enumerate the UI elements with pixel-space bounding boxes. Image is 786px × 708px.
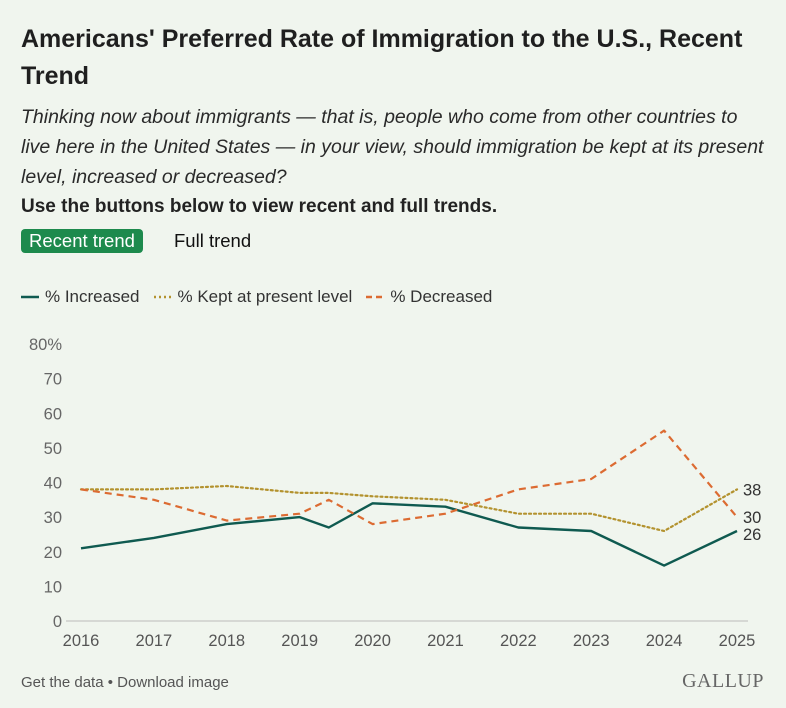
legend-swatch-decreased bbox=[366, 295, 385, 299]
y-tick-label: 60 bbox=[44, 405, 62, 423]
y-tick-label: 30 bbox=[44, 509, 62, 527]
x-tick-label: 2022 bbox=[500, 632, 537, 650]
download-image-link[interactable]: Download image bbox=[117, 674, 229, 691]
x-tick-label: 2019 bbox=[281, 632, 318, 650]
legend-label-increased: % Increased bbox=[45, 287, 140, 306]
instruction-text: Use the buttons below to view recent and… bbox=[21, 196, 498, 217]
recent-trend-button[interactable]: Recent trend bbox=[21, 229, 143, 253]
x-tick-label: 2023 bbox=[573, 632, 610, 650]
x-tick-label: 2021 bbox=[427, 632, 464, 650]
series-line-kept bbox=[79, 484, 739, 533]
end-label-kept: 38 bbox=[743, 481, 761, 499]
y-tick-label: 10 bbox=[44, 578, 62, 596]
legend-item-kept: % Kept at present level bbox=[153, 287, 353, 307]
chart-legend: % Increased % Kept at present level % De… bbox=[21, 286, 506, 308]
get-data-link[interactable]: Get the data bbox=[21, 674, 104, 691]
question-text: Thinking now about immigrants — that is,… bbox=[21, 106, 764, 188]
x-tick-label: 2025 bbox=[719, 632, 756, 650]
legend-label-kept: % Kept at present level bbox=[177, 287, 353, 306]
y-tick-label: 0 bbox=[53, 613, 62, 631]
footer-separator: • bbox=[103, 674, 118, 691]
legend-item-decreased: % Decreased bbox=[366, 287, 492, 307]
x-tick-label: 2020 bbox=[354, 632, 391, 650]
y-tick-label: 40 bbox=[44, 475, 62, 493]
y-tick-label: 20 bbox=[44, 544, 62, 562]
x-tick-label: 2024 bbox=[646, 632, 683, 650]
series-line-decreased bbox=[80, 429, 738, 526]
legend-swatch-increased bbox=[21, 295, 39, 299]
x-tick-label: 2016 bbox=[63, 632, 100, 650]
chart-title: Americans' Preferred Rate of Immigration… bbox=[21, 25, 743, 90]
y-tick-label: 70 bbox=[44, 371, 62, 389]
legend-item-increased: % Increased bbox=[21, 287, 140, 307]
end-label-decreased: 30 bbox=[743, 509, 761, 527]
y-tick-label: 50 bbox=[44, 440, 62, 458]
legend-swatch-kept bbox=[153, 295, 172, 299]
gallup-logo: GALLUP bbox=[682, 670, 764, 692]
legend-label-decreased: % Decreased bbox=[390, 287, 493, 306]
x-tick-label: 2017 bbox=[136, 632, 173, 650]
full-trend-button[interactable]: Full trend bbox=[174, 230, 252, 251]
x-tick-label: 2018 bbox=[208, 632, 245, 650]
series-line-increased bbox=[80, 502, 738, 567]
chart-footer: Get the data • Download image bbox=[21, 674, 229, 691]
end-label-increased: 26 bbox=[743, 526, 761, 544]
y-tick-label: 80% bbox=[29, 336, 62, 354]
